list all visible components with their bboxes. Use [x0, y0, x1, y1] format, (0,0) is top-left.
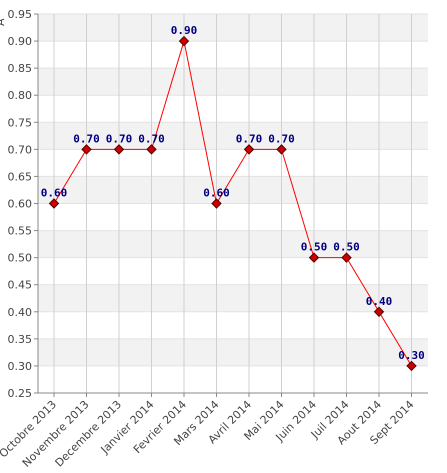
data-label: 0.50 [301, 241, 328, 254]
data-point-marker [406, 360, 417, 372]
data-point-marker [81, 144, 92, 155]
series-segment [281, 149, 315, 258]
data-label: 0.60 [203, 187, 230, 200]
data-markers [48, 35, 417, 372]
data-point-marker [48, 198, 60, 209]
y-tick-label: 0.45 [8, 279, 33, 292]
y-tick-label: 0.90 [8, 35, 33, 48]
data-label: 0.40 [366, 295, 393, 308]
data-point-marker [178, 35, 190, 47]
data-label: 0.70 [236, 132, 263, 145]
grid-band [38, 230, 428, 258]
data-point-marker [211, 198, 222, 209]
data-point-marker [276, 144, 287, 155]
y-tick-label: 0.70 [8, 143, 33, 156]
data-label: 0.30 [398, 349, 425, 362]
series-segment [216, 149, 250, 204]
data-label: 0.70 [73, 132, 100, 145]
grid-band [38, 176, 428, 204]
data-point-marker [308, 252, 320, 263]
y-tick-label: 0.60 [8, 198, 33, 211]
series-segment [183, 40, 217, 204]
y-tick-label: 0.95 [8, 8, 33, 21]
y-tick-label: 0.65 [8, 170, 33, 183]
y-tick-label: 0.75 [8, 116, 33, 129]
grid-band [38, 68, 428, 96]
data-point-marker [243, 144, 255, 155]
y-tick-label: 0.40 [8, 306, 33, 319]
data-point-marker [341, 252, 352, 263]
grid-band [38, 284, 428, 312]
data-label: 0.70 [106, 132, 133, 145]
data-series [53, 40, 412, 367]
grid-band [38, 122, 428, 150]
series-segment [346, 257, 380, 313]
gridlines [38, 13, 428, 394]
data-label: 0.70 [268, 132, 295, 145]
series-segment [378, 311, 412, 367]
y-axis-ticks: 0.25 0.30 0.35 0.40 0.45 0.50 0.55 0.60 0.65 0.70… [8, 8, 38, 400]
data-label: 0.70 [138, 132, 165, 145]
y-tick-label: 0.55 [8, 225, 33, 238]
data-point-marker [146, 144, 157, 155]
y-tick-label: 0.85 [8, 62, 33, 75]
y-axis-label: A [0, 18, 7, 26]
data-label: 0.50 [333, 241, 360, 254]
series-segment [53, 149, 87, 204]
y-tick-label: 0.50 [8, 252, 33, 265]
grid-band [38, 338, 428, 366]
data-label: 0.60 [41, 187, 68, 200]
y-tick-label: 0.30 [8, 360, 33, 373]
y-tick-label: 0.80 [8, 89, 33, 102]
y-tick-label: 0.25 [8, 387, 33, 400]
data-label: 0.90 [171, 24, 198, 37]
background-bands [38, 14, 428, 366]
data-point-marker [373, 306, 385, 317]
data-labels: 0.60 0.70 0.70 0.70 0.90 0.60 0.70 0.70 0.50 0.50… [41, 24, 425, 362]
series-segment [151, 40, 185, 150]
data-point-marker [113, 144, 125, 155]
grid-band [38, 14, 428, 42]
y-tick-label: 0.35 [8, 333, 33, 346]
